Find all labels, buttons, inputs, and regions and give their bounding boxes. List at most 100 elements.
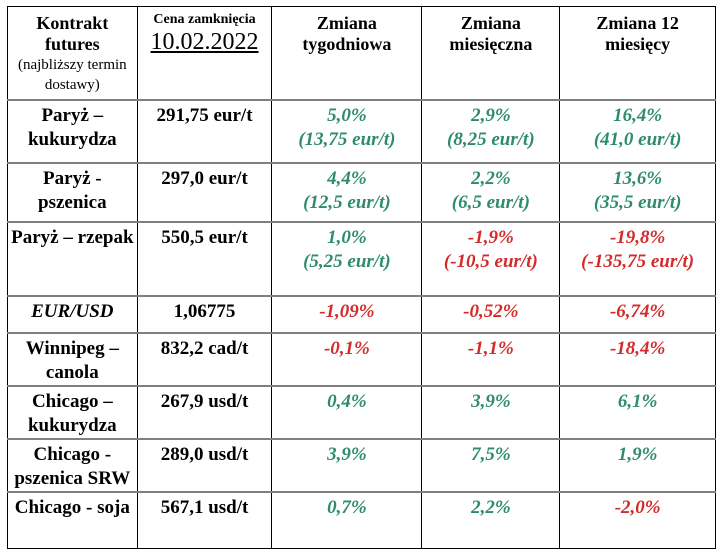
month-change-abs: (-10,5 eur/t) xyxy=(443,250,538,272)
week-cell: 1,0% (5,25 eur/t) xyxy=(271,220,423,297)
week-change: 3,9% xyxy=(327,443,367,465)
year-change: 13,6% xyxy=(613,167,663,189)
price-value: 291,75 eur/t xyxy=(156,104,253,126)
week-change: -0,1% xyxy=(323,337,370,359)
price-value: 267,9 usd/t xyxy=(160,390,249,412)
contract-cell: Winnipeg – canola xyxy=(7,331,138,387)
header-row: Kontrakt futures (najbliższy termin dosta… xyxy=(7,6,716,100)
week-cell: 0,7% xyxy=(271,490,423,549)
month-cell: 2,2% (6,5 eur/t) xyxy=(421,161,561,223)
week-cell: 5,0% (13,75 eur/t) xyxy=(271,98,423,164)
year-cell: 13,6% (35,5 eur/t) xyxy=(559,161,716,223)
week-change: 0,7% xyxy=(327,496,367,518)
year-change: 6,1% xyxy=(617,390,658,412)
week-change-abs: (12,5 eur/t) xyxy=(303,191,391,213)
contract-name: Chicago – kukurydza xyxy=(27,390,117,436)
table-row: Paryż – kukurydza 291,75 eur/t 5,0% (13,75 … xyxy=(7,98,716,164)
year-cell: -2,0% xyxy=(559,490,716,549)
contract-cell: Paryż - pszenica xyxy=(7,161,138,223)
price-value: 1,06775 xyxy=(173,300,236,322)
year-cell: -18,4% xyxy=(559,331,716,387)
header-label: Cena zamknięcia xyxy=(153,12,256,27)
contract-cell: Chicago - pszenica SRW xyxy=(7,437,138,493)
header-month: Zmiana miesięczna xyxy=(421,6,561,100)
price-cell: 267,9 usd/t xyxy=(136,384,273,440)
table-row: Paryż - pszenica 297,0 eur/t 4,4% (12,5 eur… xyxy=(7,161,716,223)
month-change-abs: (8,25 eur/t) xyxy=(447,128,535,150)
week-cell: 4,4% (12,5 eur/t) xyxy=(271,161,423,223)
year-cell: -19,8% (-135,75 eur/t) xyxy=(559,220,716,297)
price-value: 289,0 usd/t xyxy=(160,443,249,465)
header-label: Kontrakt futures xyxy=(36,13,109,54)
month-cell: -1,9% (-10,5 eur/t) xyxy=(421,220,561,297)
header-sublabel: (najbliższy termin dostawy) xyxy=(17,57,127,93)
header-price: Cena zamknięcia 10.02.2022 xyxy=(136,6,273,100)
month-change: -1,1% xyxy=(467,337,514,359)
year-change: -2,0% xyxy=(614,496,661,518)
contract-cell: Paryż – rzepak xyxy=(7,220,138,297)
contract-name: Chicago - pszenica SRW xyxy=(14,443,131,489)
year-cell: 1,9% xyxy=(559,437,716,493)
header-date: 10.02.2022 xyxy=(150,29,259,55)
week-change: 4,4% xyxy=(327,167,367,189)
contract-name: Winnipeg – canola xyxy=(25,337,119,383)
week-change: -1,09% xyxy=(319,300,375,322)
year-change-abs: (35,5 eur/t) xyxy=(593,191,682,213)
price-value: 567,1 usd/t xyxy=(160,496,249,518)
week-cell: 0,4% xyxy=(271,384,423,440)
price-value: 297,0 eur/t xyxy=(161,167,248,189)
year-cell: 16,4% (41,0 eur/t) xyxy=(559,98,716,164)
week-change: 1,0% xyxy=(327,226,367,248)
month-cell: 2,9% (8,25 eur/t) xyxy=(421,98,561,164)
header-week: Zmiana tygodniowa xyxy=(271,6,423,100)
month-cell: -1,1% xyxy=(421,331,561,387)
price-cell: 291,75 eur/t xyxy=(136,98,273,164)
contract-name: Paryż - pszenica xyxy=(38,167,107,213)
contract-cell: Paryż – kukurydza xyxy=(7,98,138,164)
month-change: 2,9% xyxy=(471,104,511,126)
week-change-abs: (13,75 eur/t) xyxy=(298,128,396,150)
month-cell: 7,5% xyxy=(421,437,561,493)
contract-cell: Chicago - soja xyxy=(7,490,138,549)
contract-cell: EUR/USD xyxy=(7,294,138,334)
year-change: -6,74% xyxy=(609,300,666,322)
month-cell: 3,9% xyxy=(421,384,561,440)
month-change: 2,2% xyxy=(471,167,511,189)
price-cell: 550,5 eur/t xyxy=(136,220,273,297)
week-change-abs: (5,25 eur/t) xyxy=(303,250,391,272)
price-cell: 297,0 eur/t xyxy=(136,161,273,223)
price-value: 550,5 eur/t xyxy=(161,226,248,248)
table-row: Chicago - pszenica SRW 289,0 usd/t 3,9% 7,5… xyxy=(7,437,716,493)
year-change: 1,9% xyxy=(617,443,658,465)
week-change: 0,4% xyxy=(327,390,367,412)
table-row: Chicago - soja 567,1 usd/t 0,7% 2,2% -2,0% xyxy=(7,490,716,549)
price-cell: 1,06775 xyxy=(136,294,273,334)
header-year: Zmiana 12 miesięcy xyxy=(559,6,716,100)
futures-table: Kontrakt futures (najbliższy termin dosta… xyxy=(7,6,716,549)
year-cell: 6,1% xyxy=(559,384,716,440)
month-change: 3,9% xyxy=(471,390,511,412)
contract-name: EUR/USD xyxy=(31,300,114,322)
price-value: 832,2 cad/t xyxy=(160,337,249,359)
year-change: -18,4% xyxy=(609,337,666,359)
contract-cell: Chicago – kukurydza xyxy=(7,384,138,440)
price-cell: 832,2 cad/t xyxy=(136,331,273,387)
contract-name: Paryż – rzepak xyxy=(11,226,134,248)
year-change: 16,4% xyxy=(613,104,663,126)
table-row: Chicago – kukurydza 267,9 usd/t 0,4% 3,9% 6,… xyxy=(7,384,716,440)
month-change: 2,2% xyxy=(471,496,511,518)
header-contract: Kontrakt futures (najbliższy termin dosta… xyxy=(7,6,138,100)
month-change: -1,9% xyxy=(467,226,514,248)
year-cell: -6,74% xyxy=(559,294,716,334)
year-change-abs: (41,0 eur/t) xyxy=(593,128,682,150)
month-change: -0,52% xyxy=(463,300,519,322)
week-cell: -1,09% xyxy=(271,294,423,334)
contract-name: Paryż – kukurydza xyxy=(27,104,117,150)
week-cell: -0,1% xyxy=(271,331,423,387)
table-row: Winnipeg – canola 832,2 cad/t -0,1% -1,1% -1… xyxy=(7,331,716,387)
contract-name: Chicago - soja xyxy=(14,496,130,518)
week-cell: 3,9% xyxy=(271,437,423,493)
month-cell: 2,2% xyxy=(421,490,561,549)
week-change: 5,0% xyxy=(327,104,367,126)
table-row: Paryż – rzepak 550,5 eur/t 1,0% (5,25 eur/t… xyxy=(7,220,716,297)
